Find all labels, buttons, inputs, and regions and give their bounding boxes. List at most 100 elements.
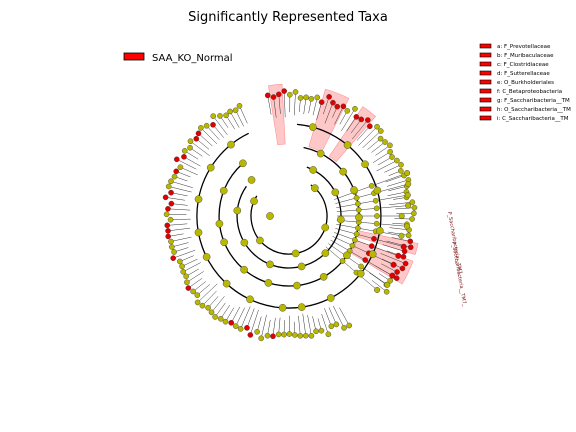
taxa-key-legend: a: F_Prevotellaceae b: F_Muribaculaceae c:… — [479, 43, 571, 122]
taxon-node — [346, 322, 352, 329]
taxon-node — [303, 94, 309, 101]
taxon-node — [171, 173, 178, 180]
taxon-node — [194, 292, 201, 298]
significant-taxon-node — [399, 265, 406, 272]
cladogram-edge — [165, 197, 185, 201]
significant-taxon-node — [195, 130, 202, 137]
cladogram-edge — [351, 119, 369, 140]
taxon-node — [355, 207, 362, 213]
taxon-node — [167, 216, 174, 223]
taxon-node — [355, 213, 363, 222]
taxa-key-item: f: C_Betaproteobacteria — [497, 89, 562, 95]
taxon-node — [333, 321, 340, 328]
taxon-node — [206, 163, 215, 172]
significant-taxon-node — [326, 94, 332, 100]
taxon-node — [292, 332, 298, 338]
cladogram-edge — [235, 307, 245, 327]
taxon-node — [194, 195, 203, 204]
cladogram-edge — [307, 315, 312, 336]
taxon-node — [194, 228, 203, 237]
significant-taxon-node — [244, 325, 250, 331]
taxon-node — [240, 238, 249, 247]
significant-taxon-node — [168, 200, 175, 207]
taxon-node — [376, 226, 384, 235]
significant-taxon-node — [340, 103, 347, 110]
cladogram-edge — [200, 127, 218, 145]
cladogram-edge — [272, 317, 276, 337]
cladogram-edge — [372, 151, 391, 163]
cladogram-edge — [382, 244, 405, 252]
cladogram-edge — [387, 191, 407, 197]
significant-taxon-node — [270, 333, 276, 340]
cladogram-edge — [229, 111, 240, 128]
taxon-node — [405, 202, 412, 209]
taxon-node — [368, 183, 375, 189]
cladogram-edge — [294, 91, 296, 116]
taxon-node — [222, 279, 231, 288]
taxon-node — [383, 288, 390, 295]
taxon-node — [398, 161, 404, 168]
taxon-node — [374, 123, 380, 130]
cladogram-edge — [391, 237, 411, 242]
cladogram-edge — [167, 223, 188, 226]
taxon-node — [411, 210, 417, 217]
significant-taxon-node — [353, 114, 360, 120]
significant-taxon-node — [193, 135, 200, 142]
cladogram-edge — [384, 164, 402, 173]
taxon-node — [293, 281, 301, 290]
taxon-node — [250, 197, 258, 205]
significant-taxon-node — [185, 285, 192, 291]
taxa-key-item: b: F_Muribaculaceae — [497, 53, 554, 59]
significant-taxon-node — [170, 255, 176, 261]
cladogram-edge — [328, 243, 388, 286]
taxon-node — [343, 251, 351, 260]
cladogram-nodes — [162, 88, 418, 342]
taxon-node — [220, 238, 228, 247]
cladogram-edge — [170, 181, 193, 188]
taxon-node — [219, 186, 228, 195]
significant-taxon-node — [407, 244, 414, 251]
taxon-node — [331, 188, 340, 197]
taxon-node — [297, 262, 306, 271]
taxon-node — [203, 122, 210, 129]
taxon-node — [183, 273, 189, 280]
cladogram-edge — [380, 253, 406, 264]
taxon-node — [232, 107, 239, 114]
taxon-node — [163, 211, 170, 218]
significant-taxon-node — [164, 222, 171, 229]
root-node — [266, 212, 274, 220]
group-legend-swatch — [123, 52, 145, 61]
cladogram-edge — [385, 175, 405, 183]
taxon-node — [256, 236, 264, 245]
significant-taxon-node — [389, 272, 396, 279]
cladogram-edge — [316, 102, 322, 121]
taxon-node — [227, 108, 233, 115]
cladogram-edge — [328, 307, 337, 325]
taxon-node — [353, 231, 360, 237]
taxon-node — [371, 235, 377, 242]
taxon-node — [343, 141, 352, 149]
taxon-node — [236, 103, 243, 109]
taxon-node — [258, 335, 265, 342]
cladogram-edge — [335, 228, 404, 247]
cladogram-edge — [324, 102, 334, 124]
cladogram-edge — [240, 306, 251, 329]
significant-taxon-node — [358, 116, 365, 123]
significant-taxon-node — [395, 252, 402, 259]
taxon-node — [382, 139, 388, 145]
taxa-key-swatch — [479, 43, 492, 49]
cladogram-edge — [202, 290, 217, 306]
clade-labels: P_Saccharibacteria__TM7_P_Saccharibacter… — [446, 211, 467, 307]
cladogram-edge — [325, 246, 378, 291]
taxon-node — [374, 213, 380, 219]
taxon-node — [181, 148, 188, 154]
taxon-node — [319, 273, 328, 281]
cladogram-edge — [371, 141, 386, 153]
cladogram-edge — [278, 317, 281, 335]
cladogram-edge — [246, 308, 255, 328]
taxon-node — [198, 125, 204, 131]
cladogram-edge — [211, 296, 225, 313]
cladogram-edge — [375, 145, 391, 156]
significant-taxon-node — [168, 189, 174, 196]
taxon-node — [321, 249, 330, 257]
